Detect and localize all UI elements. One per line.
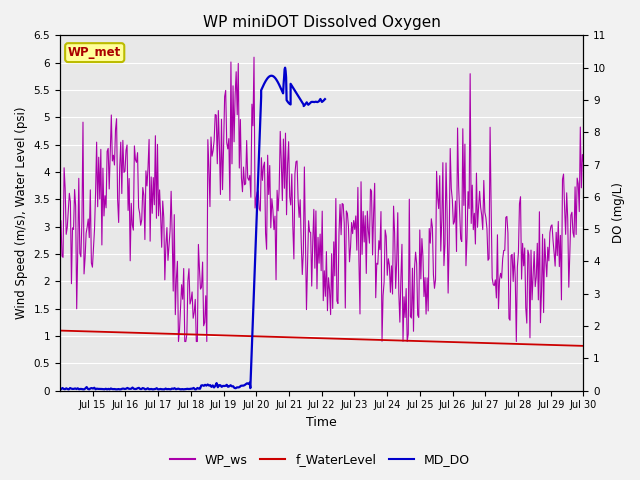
Y-axis label: DO (mg/L): DO (mg/L): [612, 182, 625, 243]
Text: WP_met: WP_met: [68, 46, 122, 59]
Legend: WP_ws, f_WaterLevel, MD_DO: WP_ws, f_WaterLevel, MD_DO: [165, 448, 475, 471]
Title: WP miniDOT Dissolved Oxygen: WP miniDOT Dissolved Oxygen: [203, 15, 440, 30]
X-axis label: Time: Time: [307, 416, 337, 429]
Y-axis label: Wind Speed (m/s), Water Level (psi): Wind Speed (m/s), Water Level (psi): [15, 107, 28, 319]
